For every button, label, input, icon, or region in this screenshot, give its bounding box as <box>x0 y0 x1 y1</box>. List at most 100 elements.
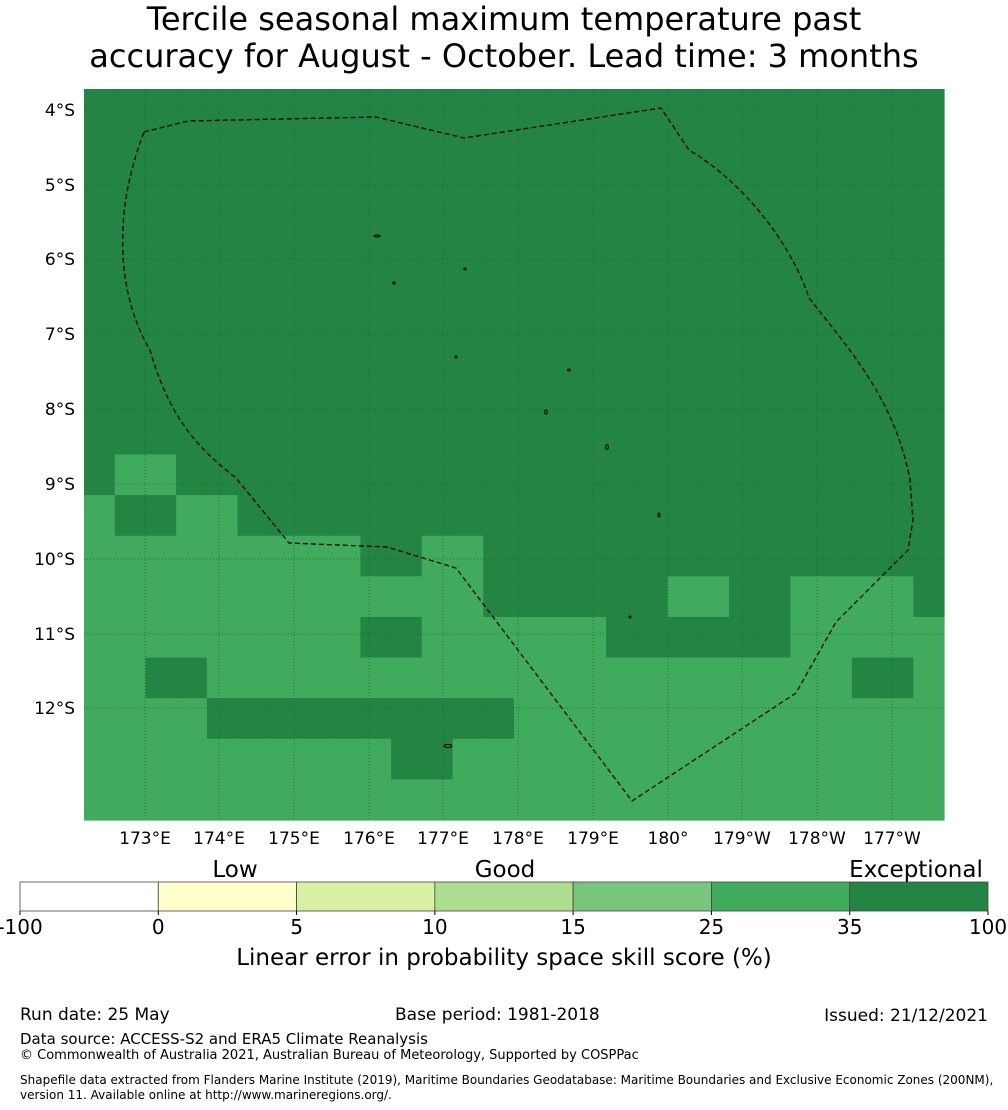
grid-cell <box>84 535 116 577</box>
grid-cell <box>84 657 116 699</box>
grid-cell <box>360 413 392 456</box>
grid-cell <box>84 738 116 780</box>
grid-cell <box>268 373 300 415</box>
grid-cell <box>452 698 484 740</box>
grid-cell <box>759 89 792 131</box>
grid-cell <box>514 210 546 253</box>
grid-cell <box>821 170 853 212</box>
grid-cell <box>329 373 362 415</box>
grid-cell <box>667 698 699 740</box>
islands <box>373 234 661 748</box>
grid-cell <box>636 413 669 456</box>
grid-cell <box>237 170 269 212</box>
grid-cell <box>606 292 638 334</box>
grid-cell <box>206 616 239 659</box>
grid-cell <box>329 332 362 374</box>
grid-cell <box>84 292 116 334</box>
grid-cell <box>575 413 607 456</box>
grid-cell <box>514 292 546 334</box>
grid-cell <box>882 779 914 821</box>
grid-cell <box>667 292 699 334</box>
grid-cell <box>821 89 853 131</box>
grid-cell <box>360 454 392 496</box>
grid-cell <box>206 332 239 374</box>
grid-cell <box>544 657 577 699</box>
latitude-label: 10°S <box>34 550 75 570</box>
grid-cell <box>606 657 638 699</box>
longitude-label: 180° <box>648 829 689 849</box>
grid-cell <box>237 292 269 334</box>
title-line-2: accuracy for August - October. Lead time… <box>89 37 919 75</box>
grid-cell <box>176 170 208 212</box>
grid-cell <box>360 332 392 374</box>
grid-cell <box>145 657 177 699</box>
grid-cell <box>329 616 362 659</box>
grid-cell <box>514 332 546 374</box>
island-outline <box>628 615 632 619</box>
grid-cell <box>851 210 884 253</box>
grid-cell <box>821 129 853 171</box>
grid-cell <box>206 738 239 780</box>
grid-cell <box>329 698 362 740</box>
grid-cell <box>206 413 239 456</box>
grid-cell <box>729 413 761 456</box>
grid-cell <box>851 535 884 577</box>
grid-cell <box>483 535 515 577</box>
grid-cell <box>636 738 669 780</box>
grid-cell <box>575 251 607 293</box>
colorbar-bin <box>572 881 712 912</box>
colorbar-bin <box>157 881 297 912</box>
colorbar-tick-label: 100 <box>969 915 1007 939</box>
colorbar-tick-label: 10 <box>422 915 447 939</box>
grid-cell <box>882 89 914 131</box>
grid-cell <box>790 738 822 780</box>
island-outline <box>544 409 548 415</box>
latitude-label: 8°S <box>45 400 75 420</box>
grid-cell <box>698 89 730 131</box>
longitude-label: 177°W <box>863 829 921 849</box>
grid-cell <box>575 779 607 821</box>
grid-cell <box>329 413 362 456</box>
grid-cell <box>667 616 699 659</box>
grid-cell <box>667 332 699 374</box>
grid-cell <box>759 292 792 334</box>
grid-cell <box>851 413 884 456</box>
grid-cell <box>851 738 884 780</box>
grid-cell <box>145 332 177 374</box>
grid-cell <box>421 292 454 334</box>
grid-cell <box>913 576 945 618</box>
colorbar-tick-label: -100 <box>0 915 43 939</box>
grid-cell <box>698 170 730 212</box>
grid-cell <box>237 413 269 456</box>
copyright: © Commonwealth of Australia 2021, Austra… <box>20 1048 639 1063</box>
grid-cell <box>299 210 331 253</box>
grid-cell <box>237 89 269 131</box>
grid-cell <box>206 657 239 699</box>
grid-cell <box>421 373 454 415</box>
grid-cell <box>882 698 914 740</box>
grid-cell <box>544 616 577 659</box>
grid-cell <box>667 210 699 253</box>
grid-cell <box>698 738 730 780</box>
grid-cell <box>882 292 914 334</box>
grid-cell <box>114 495 147 537</box>
grid-cell <box>483 454 515 496</box>
grid-cell <box>698 129 730 171</box>
grid-cell <box>759 657 792 699</box>
grid-cell <box>544 576 577 618</box>
grid-cell <box>790 413 822 456</box>
grid-cell <box>299 495 331 537</box>
colorbar-label: Linear error in probability space skill … <box>236 945 772 971</box>
grid-cell <box>821 413 853 456</box>
grid-cell <box>514 698 546 740</box>
grid-cell <box>913 170 945 212</box>
grid-cell <box>299 535 331 577</box>
grid-cell <box>544 738 577 780</box>
grid-cell <box>206 170 239 212</box>
grid-cell <box>452 495 484 537</box>
grid-cell <box>421 738 454 780</box>
grid-cell <box>237 698 269 740</box>
grid-cell <box>452 170 484 212</box>
grid-cell <box>268 657 300 699</box>
grid-cell <box>206 373 239 415</box>
